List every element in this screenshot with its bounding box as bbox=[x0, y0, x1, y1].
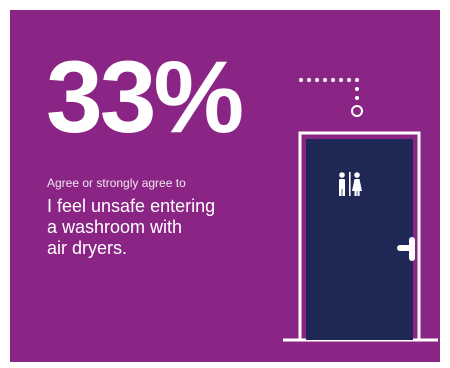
washroom-illustration bbox=[283, 78, 438, 342]
caption-text: Agree or strongly agree to bbox=[47, 176, 186, 190]
infographic-panel: 33% Agree or strongly agree to I feel un… bbox=[10, 10, 440, 362]
statement-text: I feel unsafe entering a washroom with a… bbox=[47, 196, 287, 259]
dotted-line bbox=[299, 78, 359, 100]
door-handle-icon bbox=[397, 237, 415, 261]
statement-line: a washroom with bbox=[47, 217, 183, 237]
statement-line: air dryers. bbox=[47, 238, 128, 258]
statement-line: I feel unsafe entering bbox=[47, 196, 216, 216]
percentage-stat: 33% bbox=[46, 40, 244, 154]
restroom-sign-icon bbox=[339, 172, 362, 196]
hand-dryer-sensor-icon bbox=[351, 105, 363, 117]
washroom-door-icon bbox=[283, 131, 438, 342]
